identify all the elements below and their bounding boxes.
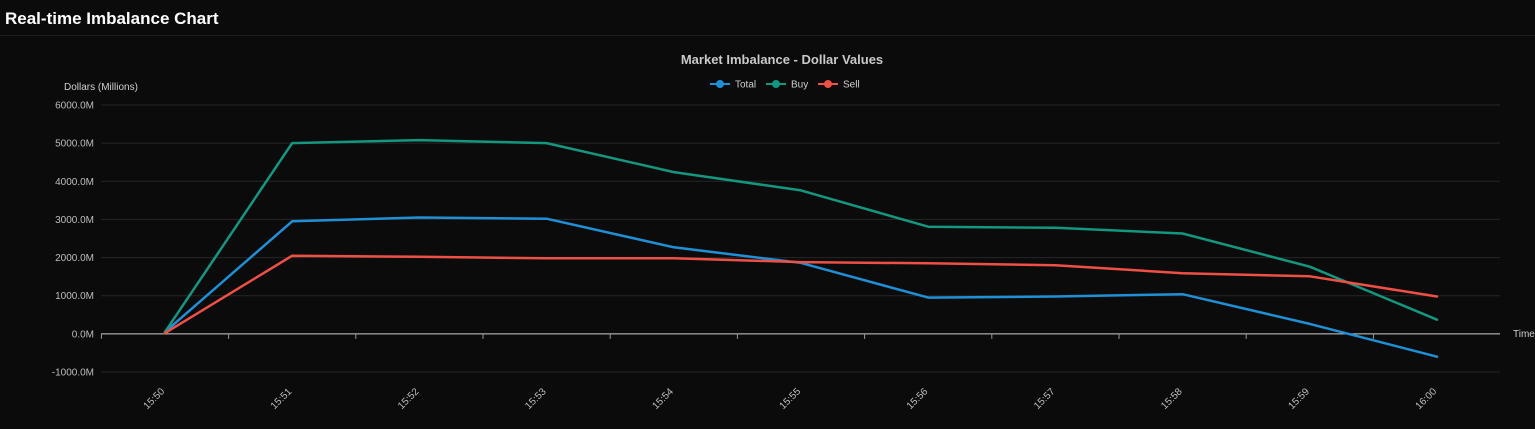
legend-item-buy[interactable]: Buy xyxy=(766,80,808,91)
x-tick-label: 15:53 xyxy=(523,386,549,412)
y-tick-label: 3000.0M xyxy=(55,215,94,226)
legend-item-total[interactable]: Total xyxy=(710,80,756,91)
x-tick-label: 15:57 xyxy=(1032,386,1058,412)
y-tick-label: 6000.0M xyxy=(55,101,94,112)
chart-legend[interactable]: Total Buy Sell xyxy=(710,80,860,91)
x-axis-ticks: 15:50 15:51 15:52 15:53 15:54 15:55 15:56 15:57… xyxy=(100,333,1440,412)
x-tick-label: 15:51 xyxy=(269,386,295,412)
legend-swatch-marker xyxy=(772,80,780,88)
x-tick-label: 15:58 xyxy=(1159,386,1185,412)
y-axis-label: Dollars (Millions) xyxy=(64,82,138,93)
legend-item-sell[interactable]: Sell xyxy=(818,80,860,91)
legend-label: Buy xyxy=(791,80,808,91)
x-tick-label: 16:00 xyxy=(1414,386,1440,412)
series-layer xyxy=(163,138,1439,358)
y-axis-ticks: 6000.0M 5000.0M 4000.0M 3000.0M 2000.0M 1000.… xyxy=(52,101,94,379)
series-line-sell xyxy=(163,254,1439,335)
x-tick-label: 15:50 xyxy=(142,386,168,412)
legend-swatch-marker xyxy=(824,80,832,88)
y-tick-label: -1000.0M xyxy=(52,368,94,379)
chart-title: Market Imbalance - Dollar Values xyxy=(681,52,883,67)
y-tick-label: 4000.0M xyxy=(55,177,94,188)
x-tick-label: 15:54 xyxy=(650,386,676,412)
imbalance-line-chart: Market Imbalance - Dollar Values Dollars… xyxy=(52,52,1535,412)
x-axis-label: Time xyxy=(1513,329,1535,340)
series-line-buy xyxy=(163,138,1439,334)
x-tick-label: 15:59 xyxy=(1286,386,1312,412)
y-tick-label: 0.0M xyxy=(72,329,94,340)
x-tick-label: 15:55 xyxy=(778,386,804,412)
legend-swatch-marker xyxy=(716,80,724,88)
legend-label: Total xyxy=(735,80,756,91)
page-title: Real-time Imbalance Chart xyxy=(5,9,219,28)
y-tick-label: 2000.0M xyxy=(55,253,94,264)
chart-container: Market Imbalance - Dollar Values Dollars… xyxy=(0,37,1535,429)
x-tick-label: 15:56 xyxy=(905,386,931,412)
y-tick-label: 5000.0M xyxy=(55,139,94,150)
grid-lines xyxy=(101,104,1500,373)
legend-label: Sell xyxy=(843,80,860,91)
page-header: Real-time Imbalance Chart xyxy=(0,0,1535,36)
y-tick-label: 1000.0M xyxy=(55,291,94,302)
x-tick-label: 15:52 xyxy=(396,386,422,412)
